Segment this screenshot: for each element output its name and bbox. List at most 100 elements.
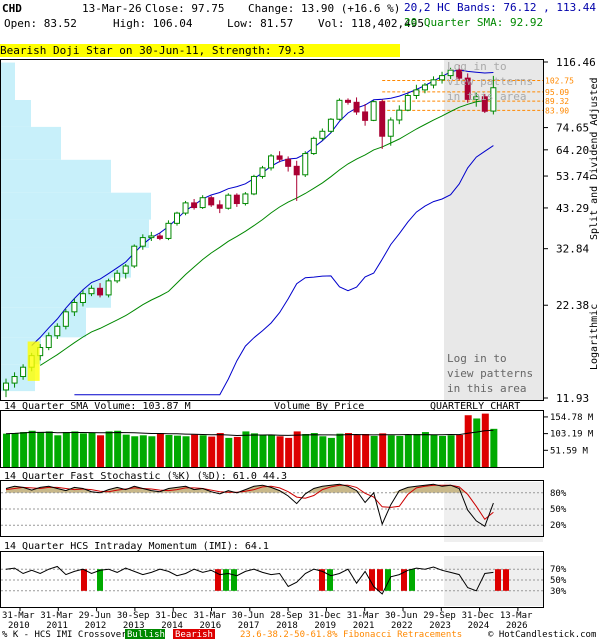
- candle: [327, 118, 334, 132]
- x-tick-year: 2026: [506, 621, 528, 631]
- candle: [473, 96, 480, 100]
- x-tick-label: 31-Mar: [347, 611, 380, 621]
- volume-bar: [413, 434, 421, 467]
- locked-line-2: view patterns: [447, 367, 533, 380]
- candle: [139, 237, 146, 247]
- volume-bar: [174, 435, 181, 467]
- locked-line-top-3: in this area: [447, 90, 526, 103]
- sma-line: [39, 98, 494, 366]
- candle: [233, 194, 240, 205]
- crossover-marker: [503, 569, 509, 591]
- volume-tick-label: 154.78 M: [550, 413, 594, 423]
- bands-readout: 20,2 HC Bands: 76.12 , 113.44: [404, 1, 597, 14]
- lower-band-line: [74, 145, 494, 396]
- stoch-title: 14 Quarter Fast Stochastic (%K) (%D): 61…: [4, 471, 287, 482]
- doji-highlight: [27, 341, 40, 381]
- volume-bar: [79, 433, 87, 467]
- volume-bar: [345, 433, 352, 467]
- vbp-bar: [1, 126, 61, 160]
- volume-bar: [379, 433, 387, 467]
- volume-bar: [20, 432, 28, 467]
- open-price: Open: 83.52: [4, 17, 77, 30]
- locked-line-top-1: Log in to: [447, 60, 507, 73]
- stoch-tick-label: 50%: [550, 505, 567, 515]
- price-tick-label: 22.38: [556, 299, 589, 312]
- candle: [447, 69, 454, 77]
- candle: [310, 137, 317, 155]
- volume-bar: [481, 413, 489, 467]
- volume-bar: [114, 430, 122, 467]
- crossover-marker: [97, 569, 103, 591]
- volume-bar: [310, 433, 318, 467]
- imi-tick-label: 70%: [550, 565, 567, 575]
- x-tick-year: 2023: [429, 621, 451, 631]
- close-price: Close: 97.75: [145, 2, 225, 15]
- pattern-banner: Bearish Doji Star on 30-Jun-11, Strength…: [0, 44, 400, 57]
- candle: [362, 111, 369, 121]
- bearish-label: Bearish: [175, 630, 213, 640]
- volume-by-price: [1, 62, 151, 392]
- crossover-marker: [319, 569, 325, 591]
- candle: [421, 84, 428, 91]
- candle: [353, 101, 360, 113]
- volume-bar: [464, 415, 472, 467]
- volume-bar: [37, 432, 45, 467]
- x-tick-year: 2017: [238, 621, 260, 631]
- bullish-label: Bullish: [127, 630, 165, 640]
- candle: [122, 265, 129, 274]
- candle: [293, 165, 300, 176]
- bearish-swatch: [173, 629, 215, 639]
- fib-legend: 23.6-38.2-50-61.8% Fibonacci Retracement…: [240, 630, 462, 640]
- log-label: Logarithmic: [589, 304, 600, 370]
- volume-bar: [362, 434, 370, 467]
- volume-bar: [191, 434, 199, 467]
- price-tick-label: 116.46: [556, 56, 596, 69]
- candle: [11, 376, 18, 384]
- candle: [259, 167, 266, 177]
- candle: [71, 301, 78, 313]
- volume-bar: [490, 428, 498, 467]
- price-tick-label: 11.93: [556, 392, 589, 405]
- volume-bar: [88, 432, 96, 467]
- stoch-tick-label: 20%: [550, 521, 567, 531]
- volume-bar: [319, 436, 327, 467]
- candle: [430, 79, 437, 86]
- x-tick-year: 2013: [123, 621, 145, 631]
- volume-sma-line: [5, 429, 494, 437]
- candle: [319, 130, 326, 139]
- crossover-marker: [495, 569, 501, 591]
- candle: [481, 96, 488, 112]
- volume-bar: [447, 435, 455, 467]
- stoch-d-line: [5, 484, 494, 521]
- crossover-marker: [215, 569, 221, 591]
- locked-line-3: in this area: [447, 382, 526, 395]
- volume-bar: [387, 435, 395, 467]
- volume-bar: [259, 434, 267, 467]
- volume-bar: [165, 434, 173, 467]
- bullish-swatch: [125, 629, 165, 639]
- candle: [413, 89, 420, 96]
- candle: [242, 193, 249, 205]
- sma-readout: 20 Quarter SMA: 92.92: [404, 16, 544, 29]
- volume-bar: [430, 434, 438, 467]
- candle: [285, 158, 292, 167]
- x-tick-year: 2021: [353, 621, 375, 631]
- x-tick-label: 28-Sep: [270, 611, 303, 621]
- crossover-marker: [231, 569, 237, 591]
- legend-prefix: % K - HCS IMI Crossover,: [2, 630, 132, 640]
- fib-label: 95.09: [545, 88, 569, 97]
- volume-bar: [11, 433, 19, 467]
- candle: [379, 101, 386, 137]
- volume-tick-label: 51.59 M: [550, 446, 589, 456]
- volume-bar: [456, 434, 464, 467]
- candle: [276, 155, 283, 160]
- x-tick-year: 2022: [391, 621, 413, 631]
- candle: [97, 287, 104, 296]
- volume-bar: [3, 433, 10, 467]
- volume-bar: [421, 432, 429, 467]
- volume-bar: [396, 435, 404, 467]
- volume-bar: [156, 433, 164, 467]
- candle: [105, 280, 112, 296]
- candle: [131, 245, 138, 267]
